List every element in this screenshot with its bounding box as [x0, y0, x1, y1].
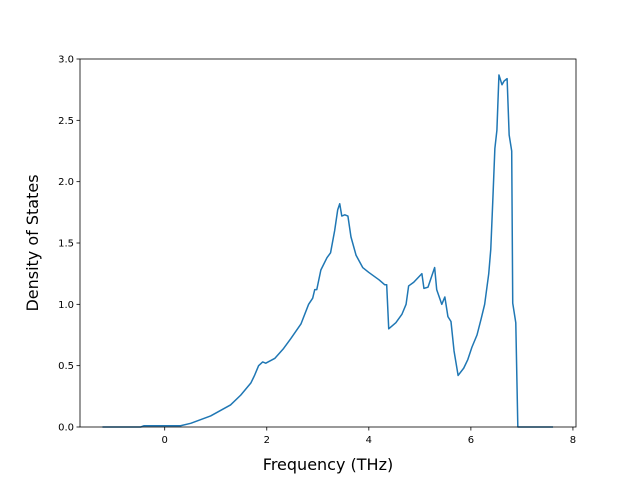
y-tick-label: 1.0 — [58, 300, 74, 311]
x-tick-label: 8 — [570, 435, 576, 446]
y-axis-label: Density of States — [23, 174, 42, 311]
x-tick-label: 2 — [264, 435, 270, 446]
x-tick-label: 6 — [468, 435, 474, 446]
y-tick-label: 0.0 — [58, 423, 74, 434]
x-tick-label: 4 — [366, 435, 372, 446]
x-tick-label: 0 — [162, 435, 168, 446]
y-tick-label: 2.5 — [58, 116, 74, 127]
y-tick-label: 2.0 — [58, 177, 74, 188]
y-tick-label: 1.5 — [58, 239, 74, 250]
y-tick-label: 3.0 — [58, 55, 74, 66]
axes-frame — [79, 58, 577, 428]
line — [102, 74, 554, 428]
y-tick-label: 0.5 — [58, 361, 74, 372]
x-axis-label: Frequency (THz) — [263, 455, 393, 474]
